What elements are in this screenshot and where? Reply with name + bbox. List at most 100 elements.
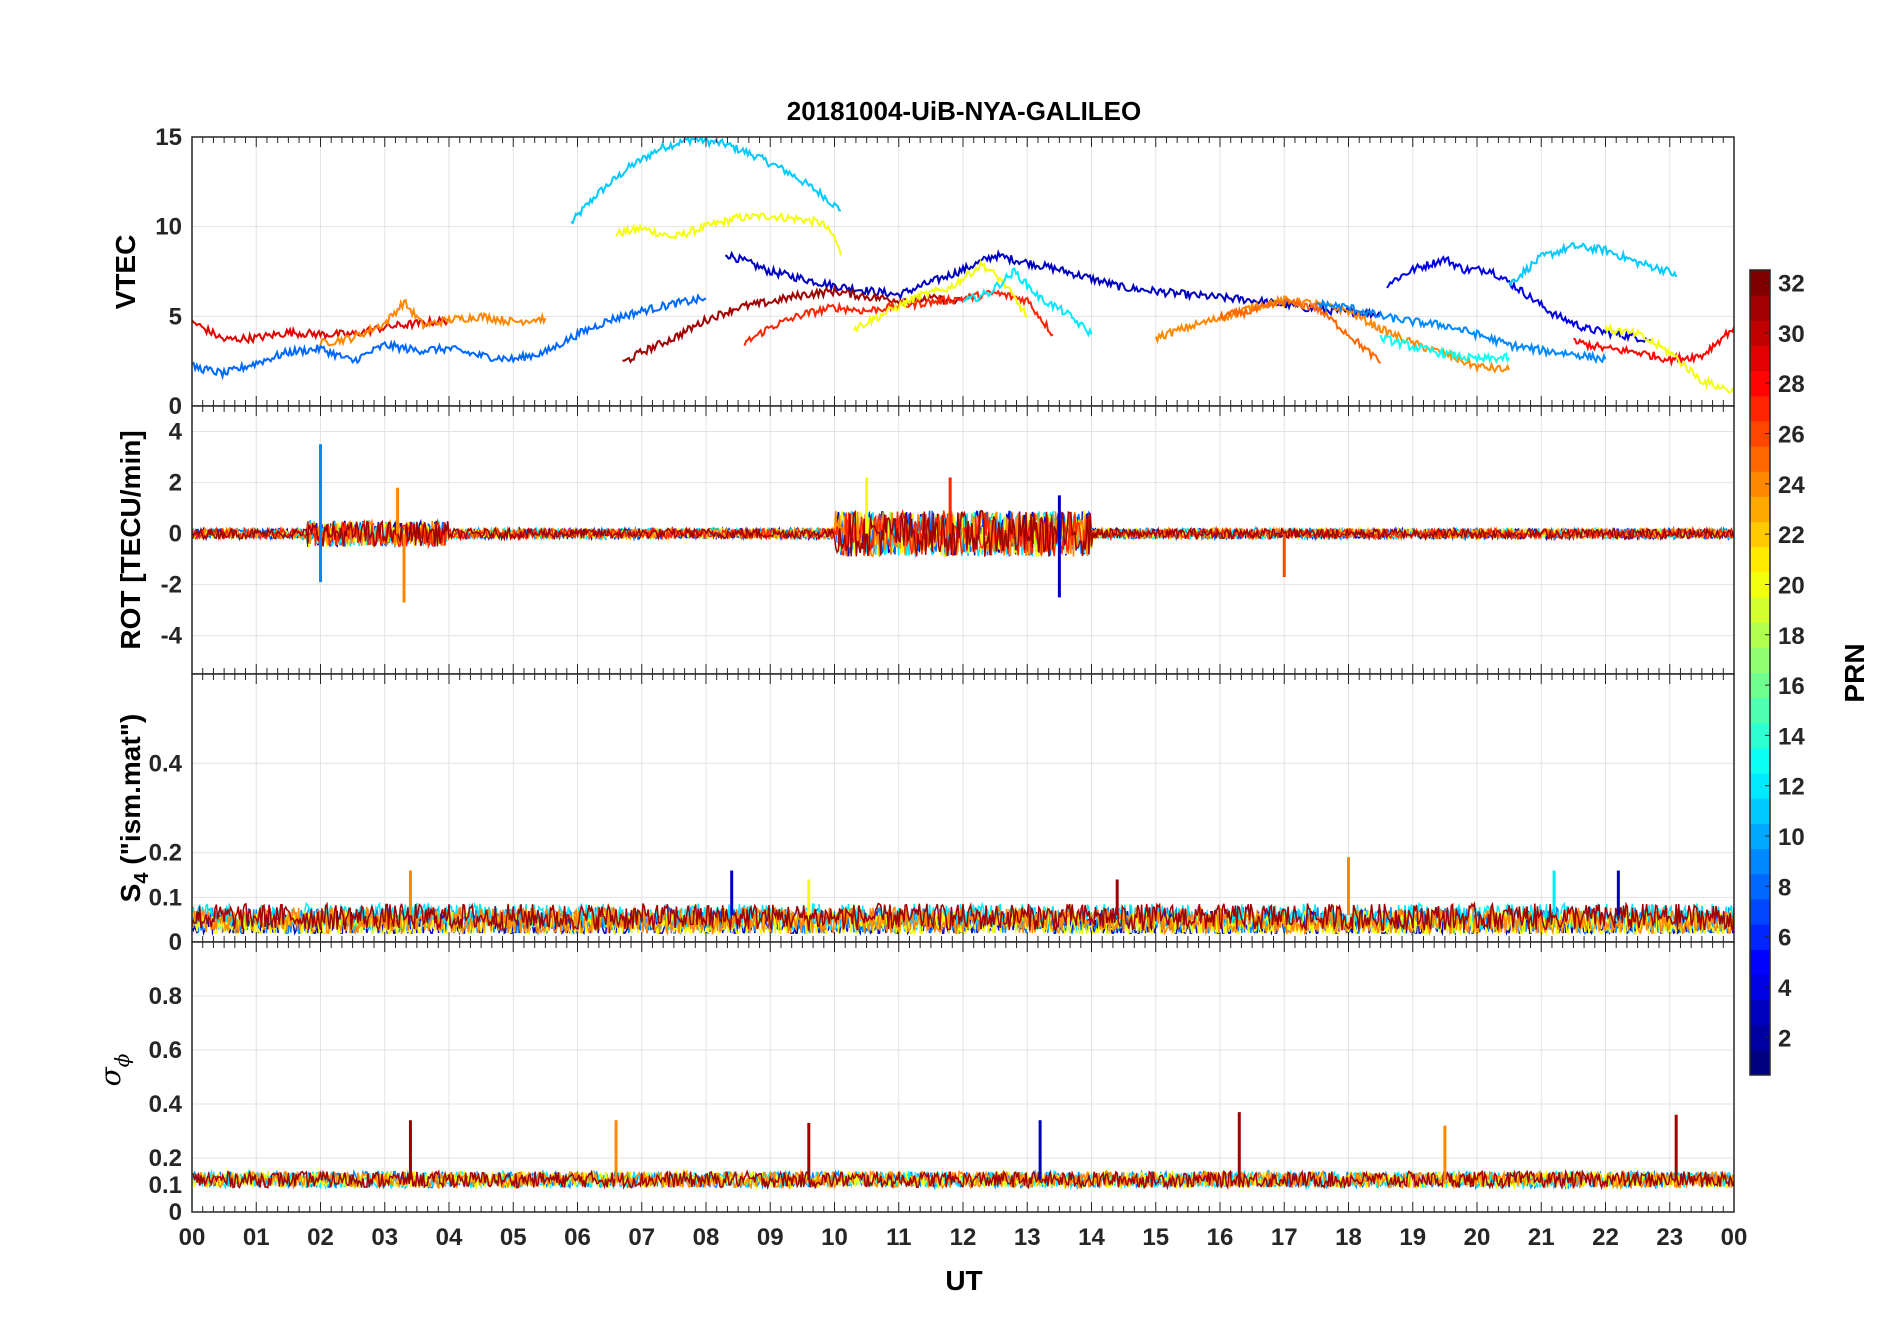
vtec-series-line	[1316, 298, 1607, 365]
rot-panel: -4 -2 0 2 4	[161, 405, 1735, 675]
y-tick-label: 0.4	[149, 1091, 183, 1118]
colorbar-segment	[1750, 370, 1770, 397]
colorbar-segment	[1750, 773, 1770, 799]
vtec-series-line	[192, 293, 707, 381]
x-tick-label: 15	[1142, 1224, 1169, 1251]
sigma-phi-ylabel-main: σ	[94, 1066, 127, 1086]
x-tick-label: 10	[821, 1224, 848, 1251]
y-tick-label: 0.1	[149, 1172, 182, 1199]
colorbar-tick-label: 2	[1778, 1025, 1791, 1052]
y-tick-label: 2	[169, 470, 182, 497]
colorbar-segment	[1750, 647, 1770, 673]
x-tick-label: 20	[1464, 1224, 1491, 1251]
colorbar-segment	[1750, 999, 1770, 1026]
x-tick-label: 16	[1207, 1224, 1234, 1251]
x-tick-label: 14	[1078, 1224, 1105, 1251]
x-tick-label: 08	[693, 1224, 720, 1251]
y-tick-label: 0	[169, 521, 182, 548]
x-tick-label: 21	[1528, 1224, 1555, 1251]
y-tick-label: 0.8	[149, 983, 182, 1010]
colorbar-tick-label: 14	[1778, 723, 1805, 750]
series-group	[192, 1112, 1734, 1191]
colorbar-tick-label: 6	[1778, 925, 1791, 952]
colorbar-segment	[1750, 546, 1770, 573]
x-tick-label: 00	[179, 1224, 206, 1251]
vtec-series-line	[192, 314, 449, 345]
y-tick-label: 10	[155, 214, 182, 241]
colorbar-segment	[1750, 974, 1770, 1001]
sigma-phi-ylabel-sub: ϕ	[110, 1053, 134, 1067]
x-axis-tick-labels: 00 01 02 03 04 05 06 07 08 09 10 11 12 13 14 15 16 17 18 19…	[179, 1224, 1748, 1251]
x-tick-label: 23	[1656, 1224, 1683, 1251]
colorbar-segment	[1750, 722, 1770, 749]
colorbar-segment	[1750, 1024, 1770, 1051]
vtec-series-line	[1572, 326, 1734, 368]
colorbar-tick-label: 10	[1778, 824, 1805, 851]
colorbar-segment	[1750, 747, 1770, 774]
colorbar-segment	[1750, 949, 1770, 975]
colorbar-tick-label: 8	[1778, 874, 1791, 901]
colorbar-segment	[1750, 672, 1770, 699]
y-tick-label: 0	[169, 929, 182, 956]
colorbar-segment	[1750, 848, 1770, 875]
x-tick-label: 06	[564, 1224, 591, 1251]
y-tick-label: 0.4	[149, 750, 183, 777]
y-tick-label: 5	[169, 303, 182, 330]
colorbar-segment	[1750, 823, 1770, 850]
colorbar-segment	[1750, 270, 1770, 296]
noise-series-line	[192, 509, 1734, 557]
y-tick-label: -2	[161, 572, 182, 599]
colorbar-segment	[1750, 320, 1770, 346]
colorbar-segment	[1750, 471, 1770, 497]
colorbar-tick-label: 32	[1778, 271, 1805, 298]
colorbar-segment	[1750, 597, 1770, 623]
colorbar-segment	[1750, 395, 1770, 422]
s4-ylabel-rest: ("ism.mat")	[115, 714, 146, 873]
x-tick-label: 04	[436, 1224, 463, 1251]
x-tick-label: 19	[1399, 1224, 1426, 1251]
colorbar-tick-label: 18	[1778, 623, 1805, 650]
x-tick-label: 22	[1592, 1224, 1619, 1251]
s4-ylabel-sub: 4	[131, 872, 153, 884]
colorbar-segment	[1750, 521, 1770, 548]
y-tick-label: 0.2	[149, 840, 182, 867]
colorbar-segment	[1750, 873, 1770, 900]
colorbar-segment	[1750, 571, 1770, 598]
x-tick-label: 12	[950, 1224, 977, 1251]
x-tick-label: 01	[243, 1224, 270, 1251]
vtec-series-line	[615, 211, 842, 256]
vtec-series-line	[724, 249, 1382, 320]
s4-ylabel-main: S	[115, 884, 146, 903]
colorbar-tick-label: 24	[1778, 472, 1805, 499]
x-tick-label: 17	[1271, 1224, 1298, 1251]
x-axis-label: UT	[945, 1265, 982, 1296]
chart-title: 20181004-UiB-NYA-GALILEO	[787, 96, 1142, 126]
vtec-ylabel: VTEC	[110, 235, 141, 310]
colorbar-segment	[1750, 345, 1770, 372]
x-tick-label: 13	[1014, 1224, 1041, 1251]
y-tick-label: 0	[169, 393, 182, 420]
x-tick-label: 07	[628, 1224, 655, 1251]
x-tick-label: 02	[307, 1224, 334, 1251]
x-tick-label: 11	[886, 1224, 911, 1251]
colorbar-segment	[1750, 924, 1770, 950]
colorbar-label: PRN	[1839, 643, 1870, 702]
colorbar-frame	[1749, 269, 1771, 1076]
vtec-panel: 0 5 10 15	[155, 124, 1735, 420]
s4-ylabel: S4 ("ism.mat")	[115, 714, 153, 903]
vtec-series-line	[319, 298, 547, 347]
colorbar-tick-label: 30	[1778, 321, 1805, 348]
rot-ylabel: ROT [TECU/min]	[115, 430, 146, 649]
x-tick-label: 18	[1335, 1224, 1362, 1251]
y-tick-label: 0	[169, 1199, 182, 1226]
x-tick-label: 05	[500, 1224, 527, 1251]
colorbar-segment	[1750, 420, 1770, 447]
colorbar-tick-label: 28	[1778, 371, 1805, 398]
y-tick-label: 0.1	[149, 884, 182, 911]
vtec-series-line	[1379, 334, 1510, 365]
colorbar-tick-label: 20	[1778, 572, 1805, 599]
colorbar-tick-label: 22	[1778, 522, 1805, 549]
colorbar-segment	[1750, 446, 1770, 472]
